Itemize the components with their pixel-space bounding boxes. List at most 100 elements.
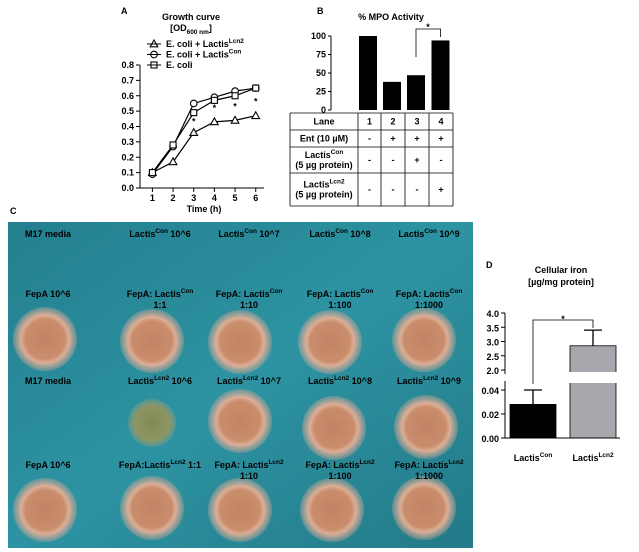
table-cell: +	[438, 134, 443, 144]
label-part: -	[392, 185, 395, 195]
plate-halo	[208, 310, 272, 374]
photo-label: LactisCon 10^7	[218, 228, 279, 239]
label-part: E. coli	[166, 60, 193, 70]
photo-label: FepA: LactisCon	[396, 288, 463, 299]
significance-bracket	[415, 28, 441, 57]
x-tick-label: LactisLcn2	[572, 452, 614, 463]
table-cell: 1	[367, 117, 372, 127]
plate-halo	[392, 308, 456, 372]
label-part: 1:10	[240, 471, 258, 481]
plate-halo	[208, 478, 272, 542]
bar	[569, 345, 617, 439]
marker	[231, 92, 239, 100]
marker	[190, 109, 198, 117]
label-script: Lcn2	[243, 375, 259, 382]
label-part: FepA: Lactis	[305, 460, 359, 470]
table-cell: -	[416, 185, 419, 195]
plate-halo	[13, 478, 77, 542]
label-part: 1:1000	[415, 471, 443, 481]
y-tick-label: 0	[321, 105, 326, 115]
annotation: *	[213, 103, 217, 113]
y-tick-label: 4.0	[486, 309, 499, 319]
marker	[148, 169, 156, 177]
label-part: Lane	[313, 117, 334, 127]
label-part: 1:1	[186, 460, 202, 470]
label-script: Lcn2	[359, 459, 375, 466]
marker	[169, 141, 177, 149]
annotation: *	[192, 117, 196, 127]
table-cell: Lane	[313, 117, 334, 127]
label-part: +	[438, 185, 443, 195]
label-part: 10^9	[438, 376, 461, 386]
plate-halo	[120, 476, 184, 540]
photo-label: 1:100	[328, 471, 351, 481]
label-part: 10^7	[258, 376, 281, 386]
label-part: 4	[438, 117, 443, 127]
label-script: Lcn2	[448, 459, 464, 466]
label-part: 3	[414, 117, 419, 127]
bar	[407, 75, 425, 110]
label-script: Con	[335, 228, 348, 235]
x-tick-label: 3	[191, 193, 196, 203]
panel-label: D	[486, 260, 493, 270]
photo-label: FepA: LactisCon	[216, 288, 283, 299]
panel-label: A	[121, 6, 128, 16]
label-part: FepA 10^6	[26, 460, 71, 470]
label-part: 1:100	[328, 300, 351, 310]
label-part: Cellular iron	[535, 265, 588, 275]
label-part: Lactis	[129, 229, 155, 239]
panel-label: B	[317, 6, 324, 16]
photo-label: 1:10	[240, 300, 258, 310]
table-cell: -	[368, 134, 371, 144]
label-part: ]	[209, 23, 212, 33]
label-part: 10^7	[257, 229, 280, 239]
label-script: Con	[155, 228, 168, 235]
plate-halo	[394, 395, 458, 459]
table-cell: (5 µg protein)	[295, 160, 352, 170]
table-cell: -	[368, 155, 371, 165]
photo-label: LactisLcn2 10^6	[128, 375, 192, 386]
x-tick-label: 6	[253, 193, 258, 203]
significance-star: *	[426, 22, 430, 32]
plate-halo	[392, 476, 456, 540]
photo-label: FepA: LactisCon	[307, 288, 374, 299]
chart-title: Growth curve	[162, 12, 220, 22]
label-part: E. coli + Lactis	[166, 50, 229, 60]
bar	[359, 36, 377, 110]
label-script: Lcn2	[334, 375, 350, 382]
y-tick-label: 0.3	[121, 137, 134, 147]
bar	[509, 403, 557, 439]
label-part: 10^9	[437, 229, 460, 239]
y-tick-label: 0.8	[121, 60, 134, 70]
label-part: 10^8	[348, 229, 371, 239]
label-part: 1	[367, 117, 372, 127]
label-part: Lactis	[514, 453, 540, 463]
label-part: 10^6	[169, 376, 192, 386]
label-script: Lcn2	[423, 375, 439, 382]
marker	[189, 99, 198, 108]
y-tick-label: 3.0	[486, 338, 499, 348]
plate-halo	[13, 307, 77, 371]
label-part: +	[414, 155, 419, 165]
photo-label: FepA: LactisLcn2	[214, 459, 284, 470]
table-cell: LactisLcn2	[303, 179, 345, 190]
label-part: FepA: Lactis	[127, 289, 181, 299]
chart-title: Cellular iron	[535, 265, 588, 275]
error-bar	[524, 389, 542, 405]
label-part: Ent (10 µM)	[300, 134, 348, 144]
label-part: Growth curve	[162, 12, 220, 22]
y-tick-label: 0.02	[481, 410, 499, 420]
label-part: M17 media	[25, 376, 72, 386]
label-part: -	[392, 155, 395, 165]
table-cell: +	[438, 185, 443, 195]
marker	[230, 115, 240, 124]
label-part: Lactis	[309, 229, 335, 239]
marker	[168, 156, 178, 166]
y-tick-label: 2.0	[486, 366, 499, 376]
bar	[383, 81, 401, 110]
label-part: 1:100	[328, 471, 351, 481]
x-tick-label: 1	[150, 193, 155, 203]
marker	[210, 96, 218, 104]
plate-halo	[298, 310, 362, 374]
label-script: Lcn2	[170, 459, 186, 466]
